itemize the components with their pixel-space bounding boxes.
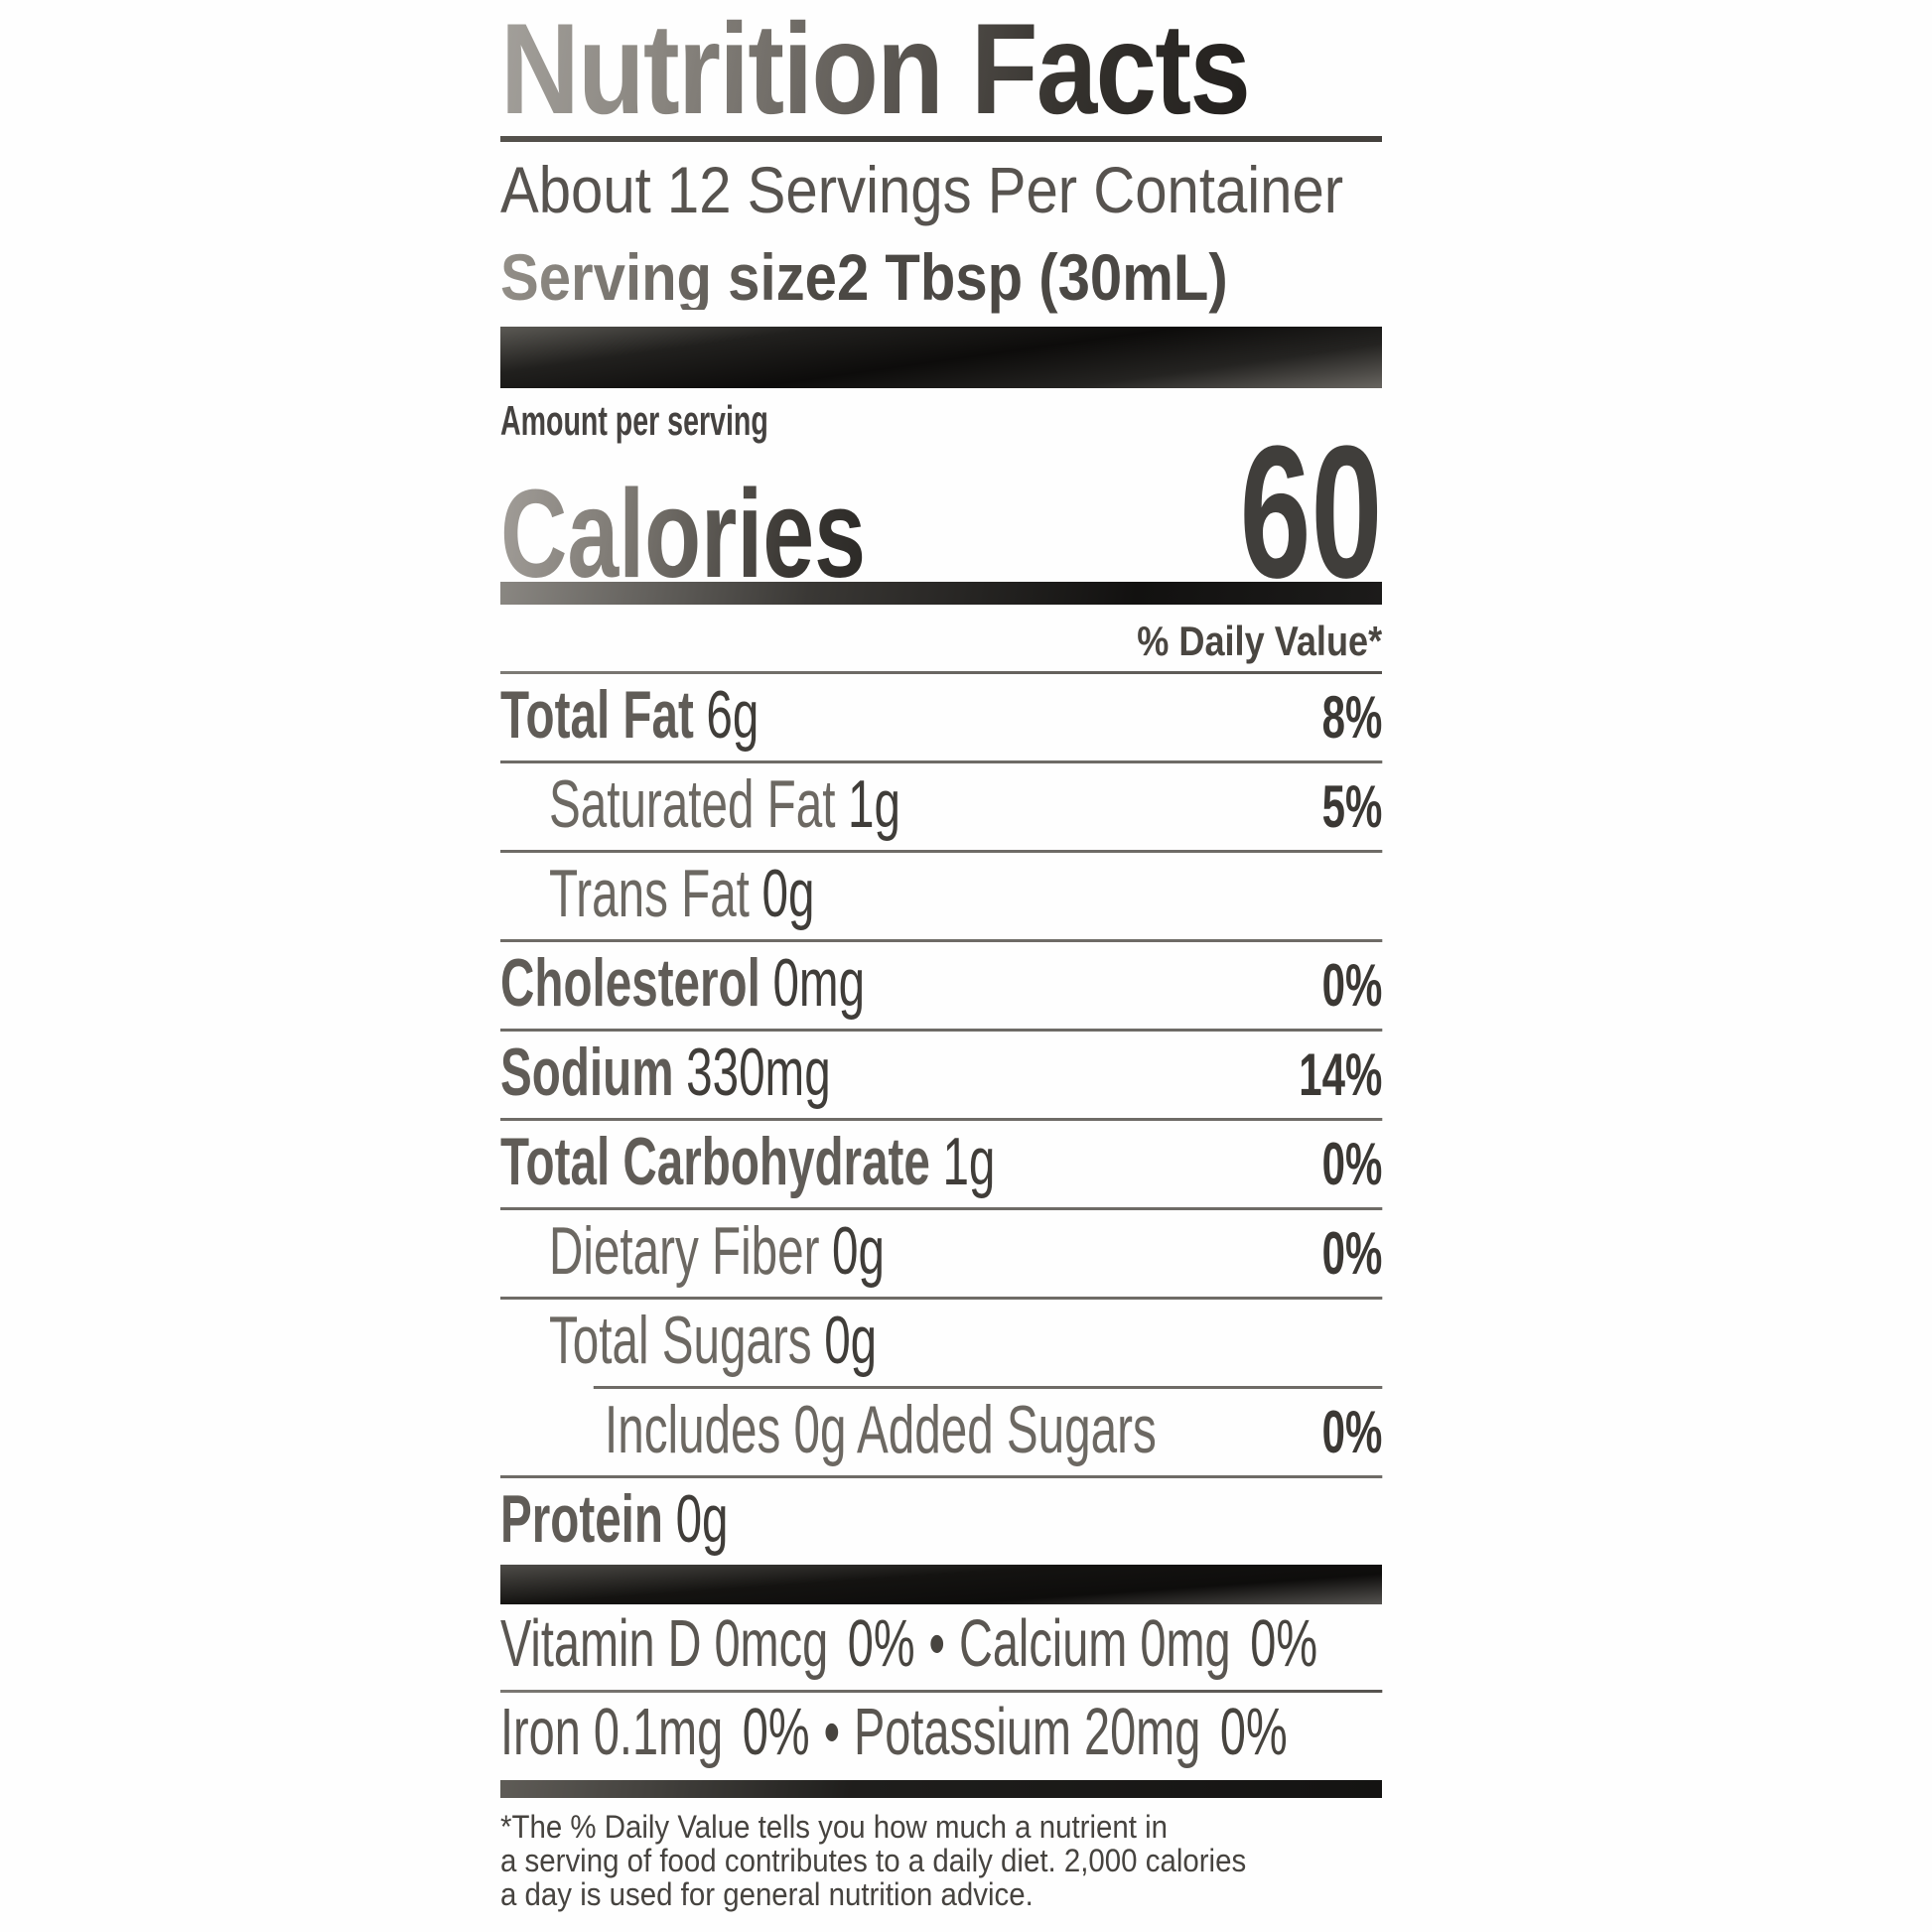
nutrient-name: Sodium xyxy=(500,1035,674,1110)
micronutrient-daily-value: 0% xyxy=(1219,1695,1288,1769)
nutrient-rows: Total Fat 6g 8% Saturated Fat 1g 5% Tran… xyxy=(500,674,1383,1565)
nutrient-amount: 6g xyxy=(706,677,759,753)
micronutrient-name: Calcium 0mg xyxy=(958,1606,1231,1681)
micronutrient-daily-value: 0% xyxy=(847,1606,915,1681)
calories-value: 60 xyxy=(1239,407,1382,618)
nutrient-name: Total Sugars xyxy=(549,1303,812,1378)
nutrient-daily-value: 5% xyxy=(1321,773,1383,840)
nutrient-name: Total Carbohydrate xyxy=(500,1124,930,1199)
serving-size-row: Serving size 2 Tbsp (30mL) xyxy=(500,244,1382,310)
servings-per-container: About 12 Servings Per Container xyxy=(500,153,1344,226)
nutrient-name: Total Fat xyxy=(500,677,694,753)
nutrient-row-total-carbohydrate: Total Carbohydrate 1g 0% xyxy=(500,1121,1383,1210)
nutrient-daily-value: 14% xyxy=(1299,1041,1383,1108)
nutrient-daily-value: 0% xyxy=(1321,1399,1383,1465)
nutrient-name: Saturated Fat xyxy=(549,766,836,842)
nutrient-name: Cholesterol xyxy=(500,945,760,1021)
daily-value-header: % Daily Value* xyxy=(1137,618,1382,664)
nutrient-row-protein: Protein 0g xyxy=(500,1478,1382,1565)
rows-top-rule xyxy=(500,671,1382,674)
micronutrient-name: Vitamin D 0mcg xyxy=(500,1606,829,1681)
nutrient-amount: 0g xyxy=(824,1303,878,1378)
label-title: Nutrition Facts xyxy=(500,4,1382,133)
footnote-line: *The % Daily Value tells you how much a … xyxy=(500,1809,1169,1845)
nutrient-name: Includes 0g Added Sugars xyxy=(605,1392,1157,1467)
bullet-separator: • xyxy=(928,1606,945,1681)
micronutrient-name: Potassium 20mg xyxy=(854,1695,1201,1769)
thin-divider-bar xyxy=(500,1780,1382,1798)
medium-divider-bar xyxy=(500,582,1382,605)
nutrient-row-total-fat: Total Fat 6g 8% xyxy=(500,674,1383,763)
nutrition-facts-label: Nutrition Facts About 12 Servings Per Co… xyxy=(500,4,1383,1911)
nutrient-row-total-sugars: Total Sugars 0g xyxy=(500,1300,1382,1386)
title-rule xyxy=(500,136,1382,142)
serving-size-value: 2 Tbsp (30mL) xyxy=(836,240,1228,314)
bullet-separator: • xyxy=(823,1695,841,1769)
nutrient-daily-value: 8% xyxy=(1321,684,1383,751)
nutrient-amount: 1g xyxy=(942,1124,996,1199)
micronutrient-row-vitamin-d-calcium: Vitamin D 0mcg 0% • Calcium 0mg 0% xyxy=(500,1604,1382,1690)
nutrient-row-saturated-fat: Saturated Fat 1g 5% xyxy=(500,763,1383,853)
amount-per-serving: Amount per serving xyxy=(500,397,768,444)
nutrient-row-dietary-fiber: Dietary Fiber 0g 0% xyxy=(500,1210,1383,1300)
footnote-line: a day is used for general nutrition advi… xyxy=(500,1876,1034,1912)
indented-separator xyxy=(593,1386,1383,1389)
micronutrient-daily-value: 0% xyxy=(1250,1606,1318,1681)
calories-label: Calories xyxy=(500,464,866,604)
nutrient-name: Trans Fat xyxy=(549,856,750,931)
nutrient-daily-value: 0% xyxy=(1321,1220,1383,1287)
nutrient-row-trans-fat: Trans Fat 0g xyxy=(500,853,1383,942)
nutrient-name: Dietary Fiber xyxy=(549,1213,820,1289)
nutrient-amount: 0g xyxy=(761,856,815,931)
nutrient-amount: 0mg xyxy=(772,945,866,1021)
nutrient-row-sodium: Sodium 330mg 14% xyxy=(500,1032,1383,1121)
calories-row: Calories 60 xyxy=(500,407,1382,618)
micronutrient-row-iron-potassium: Iron 0.1mg 0% • Potassium 20mg 0% xyxy=(500,1693,1382,1780)
footnote-line: a serving of food contributes to a daily… xyxy=(500,1843,1247,1878)
thick-divider-bar xyxy=(500,327,1382,388)
micronutrient-daily-value: 0% xyxy=(742,1695,810,1769)
nutrient-name: Protein xyxy=(500,1481,663,1557)
nutrient-amount: 1g xyxy=(848,766,900,842)
serving-size-label: Serving size xyxy=(500,240,837,314)
nutrient-daily-value: 0% xyxy=(1321,1131,1383,1197)
nutrient-amount: 0g xyxy=(675,1481,729,1557)
daily-value-header-row: % Daily Value* xyxy=(500,621,1382,662)
nutrient-daily-value: 0% xyxy=(1321,952,1383,1019)
nutrient-row-cholesterol: Cholesterol 0mg 0% xyxy=(500,942,1383,1032)
micronutrients-section: Vitamin D 0mcg 0% • Calcium 0mg 0% Iron … xyxy=(500,1604,1383,1780)
thick-divider-bar-lower xyxy=(500,1565,1382,1604)
nutrient-row-added-sugars: Includes 0g Added Sugars 0% xyxy=(500,1389,1383,1478)
micronutrient-name: Iron 0.1mg xyxy=(500,1695,724,1769)
daily-value-footnote: *The % Daily Value tells you how much a … xyxy=(500,1810,1382,1911)
micronutrient-separator xyxy=(500,1690,1383,1693)
nutrient-amount: 0g xyxy=(832,1213,886,1289)
nutrient-amount: 330mg xyxy=(686,1035,831,1110)
